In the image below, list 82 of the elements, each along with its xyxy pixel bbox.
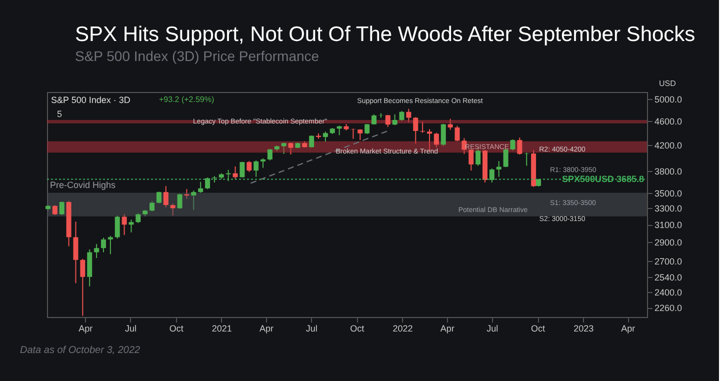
- ref-line-label: SPX500USD 3685.8: [562, 174, 644, 184]
- annotation: S&P 500 Index · 3D: [51, 95, 131, 105]
- candlestick: [240, 161, 245, 178]
- candlestick: [205, 177, 210, 190]
- annotation: 5: [57, 109, 62, 119]
- candlestick: [150, 200, 155, 212]
- candlestick: [94, 243, 100, 258]
- x-tick-label: 2023: [574, 324, 594, 334]
- text: USD: [659, 79, 676, 88]
- candlestick: [198, 181, 204, 194]
- candlestick: [448, 118, 453, 130]
- y-tick-label: 4600.0: [654, 116, 682, 127]
- candlestick: [260, 158, 266, 168]
- candlestick: [100, 237, 106, 253]
- x-tick-label: Oct: [169, 324, 184, 334]
- candlestick: [108, 235, 113, 255]
- candlestick: [524, 152, 530, 166]
- candlestick: [59, 201, 64, 216]
- y-tick-label: 2400.0: [654, 287, 682, 298]
- candlestick: [246, 160, 252, 172]
- candlestick: [468, 148, 474, 172]
- y-tick-label: 2900.0: [654, 238, 682, 248]
- chart-title: SPX Hits Support, Not Out Of The Woods After September Shocks: [75, 23, 696, 46]
- candlestick: [489, 168, 494, 184]
- annotation: +93.2 (+2.59%): [159, 95, 214, 104]
- y-tick-label: 2540.0: [654, 272, 682, 282]
- candlestick: [496, 160, 502, 178]
- candlestick: [128, 219, 134, 233]
- candlestick: [163, 186, 168, 208]
- x-tick-label: 2021: [212, 324, 232, 334]
- y-tick-label: 3800.0: [654, 166, 682, 177]
- candlestick: [503, 148, 508, 168]
- y-tick-label: 3300.0: [654, 204, 682, 214]
- candlestick: [267, 148, 272, 161]
- candlestick: [309, 134, 314, 148]
- x-tick-label: Jul: [306, 324, 318, 334]
- y-tick-label: 2260.0: [654, 303, 682, 314]
- y-tick-label: 5000.0: [654, 94, 682, 105]
- x-tick-label: Oct: [350, 324, 365, 334]
- x-tick-label: Apr: [259, 324, 274, 334]
- candlestick: [52, 204, 58, 216]
- candlestick: [114, 214, 120, 240]
- candlestick: [288, 142, 294, 156]
- candlestick: [406, 108, 412, 123]
- candlestick: [392, 114, 398, 126]
- candlestick: [434, 132, 439, 148]
- candlestick: [156, 191, 162, 204]
- y-tick-label: 2700.0: [654, 256, 682, 266]
- candlestick: [73, 221, 78, 284]
- candlestick: [281, 142, 286, 154]
- candlestick: [254, 160, 259, 178]
- candlestick: [350, 128, 356, 140]
- candlestick: [122, 213, 127, 236]
- candlestick: [177, 193, 182, 210]
- candlestick: [170, 203, 176, 216]
- candlestick: [454, 125, 460, 142]
- candlestick: [136, 212, 141, 224]
- x-tick-label: Apr: [440, 324, 454, 334]
- x-tick-label: Apr: [621, 324, 636, 334]
- chart-subtitle: S&P 500 Index (3D) Price Performance: [75, 48, 320, 64]
- x-tick-label: Jul: [486, 324, 498, 334]
- candlestick: [232, 166, 238, 180]
- x-tick-label: 2022: [392, 324, 413, 334]
- candlestick: [358, 128, 363, 141]
- text: Data as of October 3, 2022: [20, 345, 141, 356]
- x-tick-label: Oct: [530, 324, 546, 334]
- y-tick-label: 3100.0: [654, 220, 682, 230]
- candlestick: [413, 116, 418, 144]
- band-label: Pre-Covid Highs: [50, 180, 116, 190]
- candlestick: [191, 190, 196, 210]
- candlestick: [364, 123, 370, 134]
- candlestick: [510, 138, 516, 152]
- candlestick: [517, 137, 522, 156]
- x-tick-label: Jul: [124, 324, 136, 334]
- candlestick: [80, 258, 86, 316]
- candlestick: [440, 123, 446, 147]
- y-tick-label: 3500.0: [654, 188, 682, 198]
- candlestick: [226, 169, 231, 182]
- y-tick-label: 4200.0: [654, 140, 682, 150]
- x-tick-label: Apr: [78, 324, 93, 334]
- candlestick: [322, 131, 328, 142]
- candlestick: [399, 110, 404, 122]
